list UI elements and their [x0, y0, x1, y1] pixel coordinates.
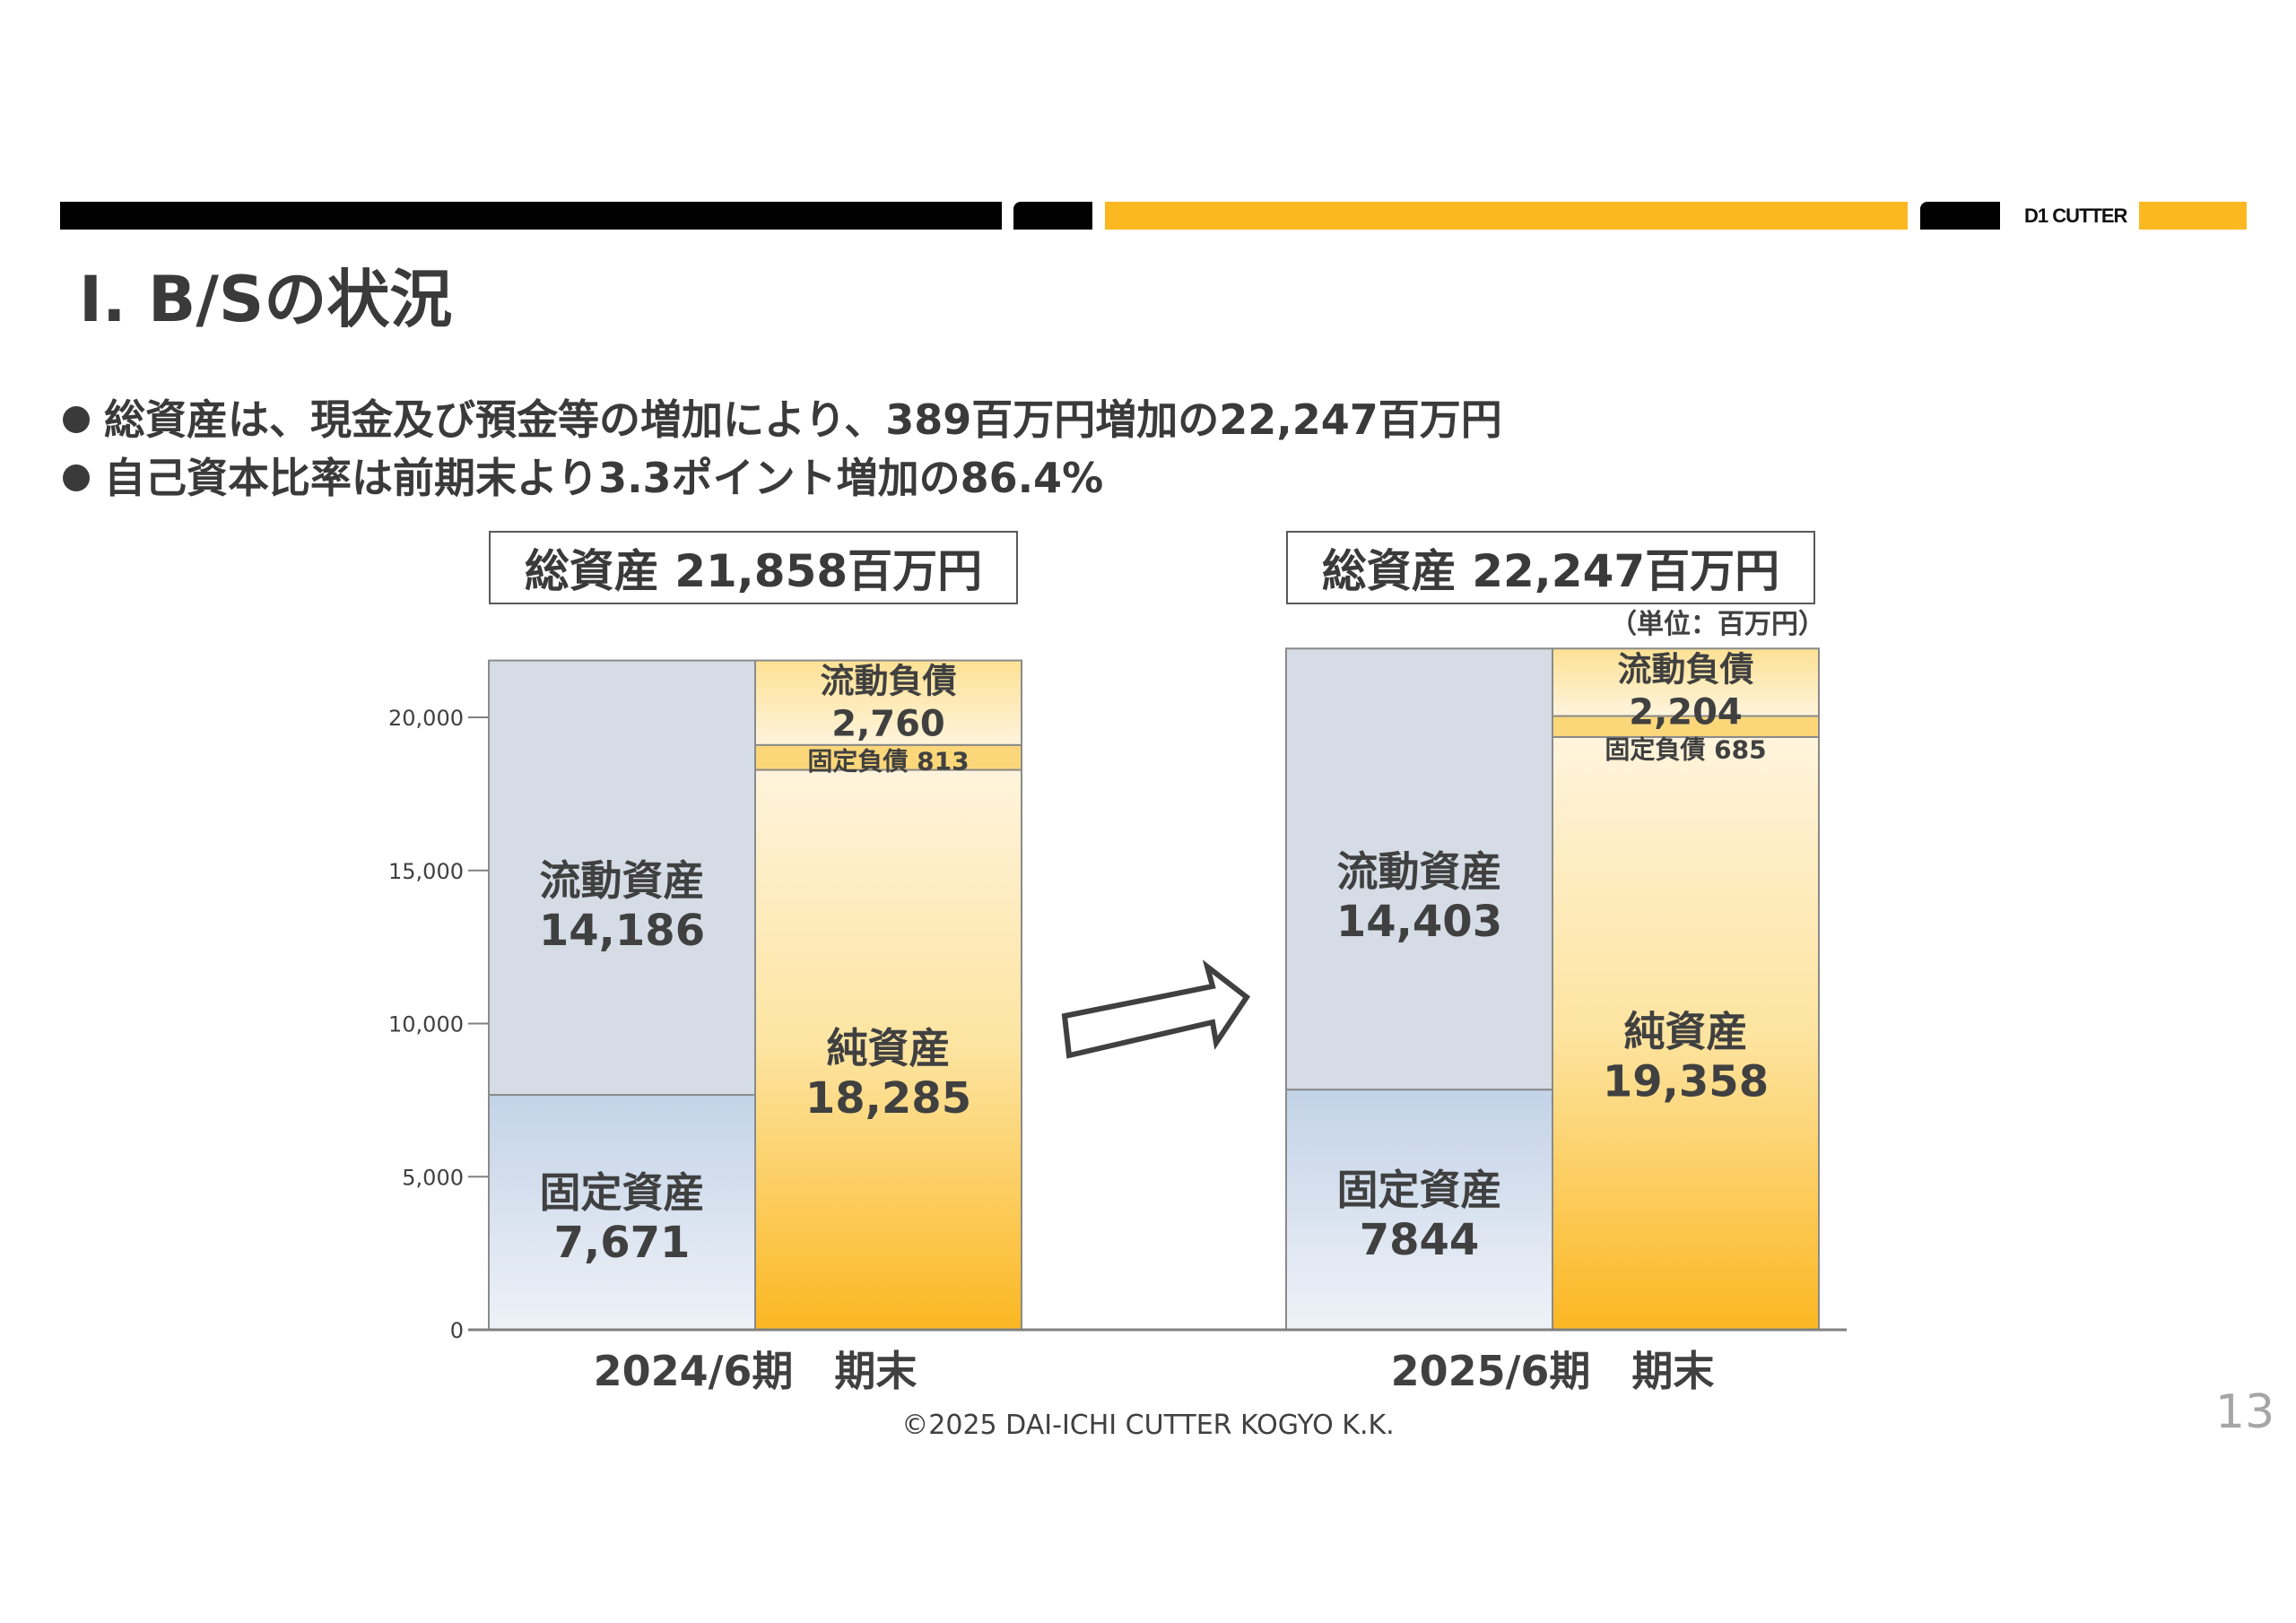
bar-fixed-liabilities	[754, 743, 1022, 771]
total-assets-box-2025: 総資産 22,247百万円	[1286, 531, 1815, 604]
bullet-total-assets: 総資産は、現金及び預金等の増加により、389百万円増加の22,247百万円	[63, 387, 1502, 447]
bar-label-current-liabilities: 流動負債	[820, 662, 956, 701]
copyright: ©2025 DAI-ICHI CUTTER KOGYO K.K.	[901, 1410, 1395, 1441]
header-bar-accent-1	[1105, 202, 1908, 230]
bar-label-fixed-liabilities: 固定負債 685	[1605, 734, 1766, 764]
x-category-label: 2024/6期 期末	[594, 1347, 918, 1395]
bar-net-assets	[1552, 735, 1820, 1331]
company-logo: D1 CUTTER	[2024, 204, 2127, 227]
header-bar-black-2	[1013, 202, 1092, 230]
bar-value-fixed-assets: 7,671	[554, 1218, 691, 1268]
y-tick-label: 10,000	[388, 1012, 464, 1037]
bar-label-fixed-assets: 固定資産	[1337, 1166, 1502, 1214]
y-tick-label: 20,000	[388, 706, 464, 731]
x-category-label: 2025/6期 期末	[1391, 1347, 1715, 1395]
arrow-right-icon	[1061, 959, 1251, 1059]
bar-current-assets	[1285, 647, 1553, 1091]
bar-net-assets	[754, 768, 1022, 1331]
bar-label-current-liabilities: 流動負債	[1617, 649, 1753, 689]
bar-label-net-assets: 純資産	[1624, 1007, 1748, 1055]
bullet-icon	[63, 405, 90, 433]
bar-value-net-assets: 18,285	[805, 1073, 971, 1124]
page-title: Ⅰ. B/Sの状況	[79, 263, 453, 336]
unit-label: （単位：百万円）	[1610, 609, 1825, 640]
y-tick-label: 5,000	[402, 1165, 464, 1190]
bar-value-current-liabilities: 2,760	[831, 704, 945, 745]
bar-current-liabilities	[1552, 647, 1820, 717]
bar-value-net-assets: 19,358	[1603, 1056, 1769, 1107]
y-tick-label: 15,000	[388, 859, 464, 884]
bullet-equity-ratio: 自己資本比率は前期末より3.3ポイント増加の86.4%	[63, 446, 1103, 505]
bar-label-fixed-liabilities: 固定負債 813	[807, 747, 969, 777]
header-bar-black-1	[60, 202, 1002, 230]
bar-label-fixed-assets: 固定資産	[540, 1168, 705, 1217]
header-bar-accent-2	[2139, 202, 2247, 230]
bar-fixed-assets	[1285, 1089, 1553, 1332]
total-assets-box-2024: 総資産 21,858百万円	[489, 531, 1018, 604]
bar-label-net-assets: 純資産	[827, 1024, 951, 1072]
bar-label-current-assets: 流動資産	[1337, 847, 1502, 896]
bar-current-liabilities	[754, 659, 1022, 746]
y-tick-label: 0	[450, 1318, 464, 1343]
bar-fixed-assets	[488, 1094, 756, 1332]
header-bar-black-3	[1920, 202, 2000, 230]
page-number: 13	[2215, 1385, 2275, 1439]
bar-current-assets	[488, 659, 756, 1097]
bar-value-current-liabilities: 2,204	[1629, 691, 1743, 733]
bullet-icon	[63, 464, 90, 491]
bullet-text: 自己資本比率は前期末より3.3ポイント増加の86.4%	[104, 454, 1104, 502]
bar-label-current-assets: 流動資産	[540, 856, 705, 905]
bullet-text: 総資産は、現金及び預金等の増加により、389百万円増加の22,247百万円	[104, 395, 1502, 444]
bar-value-current-assets: 14,186	[539, 906, 705, 956]
bar-value-current-assets: 14,403	[1336, 897, 1502, 947]
bar-value-fixed-assets: 7844	[1360, 1215, 1480, 1265]
